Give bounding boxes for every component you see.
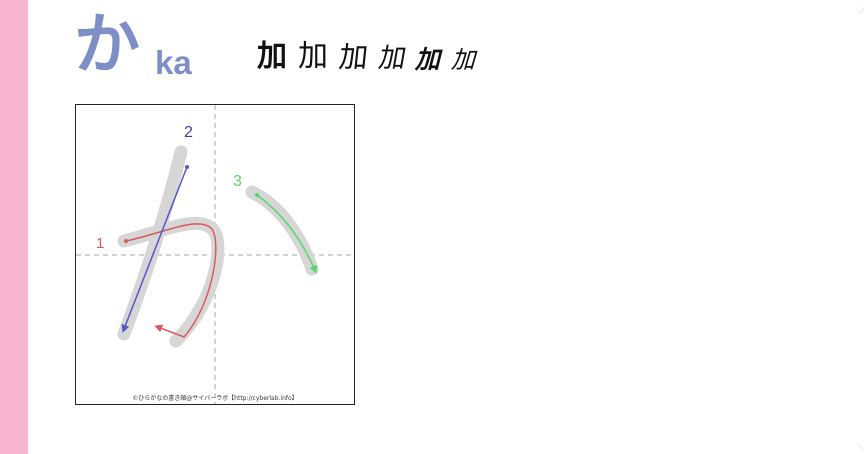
stroke-order-diagram: 1 2 3 ©ひらがなの書き順@サイバーラボ【http://cyberlab.i…	[75, 104, 355, 405]
character-shape	[117, 145, 319, 348]
origin-character: 加	[337, 40, 370, 74]
origin-character: 加	[257, 39, 287, 74]
origin-character: 加	[449, 46, 482, 74]
stroke-start-dot	[255, 193, 259, 197]
stroke-start-dot	[185, 165, 189, 169]
stroke-number-2: 2	[184, 124, 193, 141]
stroke-order-svg: 1 2 3	[76, 105, 354, 404]
kana-character: か	[74, 6, 140, 83]
stroke-arrow-1	[125, 223, 217, 338]
credit-text: ©ひらがなの書き順@サイバーラボ【http://cyberlab.info】	[132, 395, 298, 402]
romaji-label: ka	[155, 44, 192, 81]
stroke-arrow-3	[256, 194, 317, 274]
stroke-number-3: 3	[233, 173, 242, 190]
left-stripe	[0, 0, 28, 454]
origin-characters: 加 加 加 加 加 加	[257, 39, 481, 74]
origin-character: 加	[413, 45, 446, 74]
stroke-arrow-2	[121, 166, 188, 333]
corner-curl-bottom: ◟	[858, 435, 864, 451]
grey-stroke-3	[245, 185, 319, 276]
origin-character: 加	[298, 39, 328, 74]
grey-stroke-2	[117, 145, 188, 341]
origin-character: 加	[376, 43, 409, 74]
stroke-start-dot	[124, 239, 128, 243]
corner-curl-top: ◞	[858, 0, 864, 15]
stroke-number-1: 1	[96, 235, 104, 252]
